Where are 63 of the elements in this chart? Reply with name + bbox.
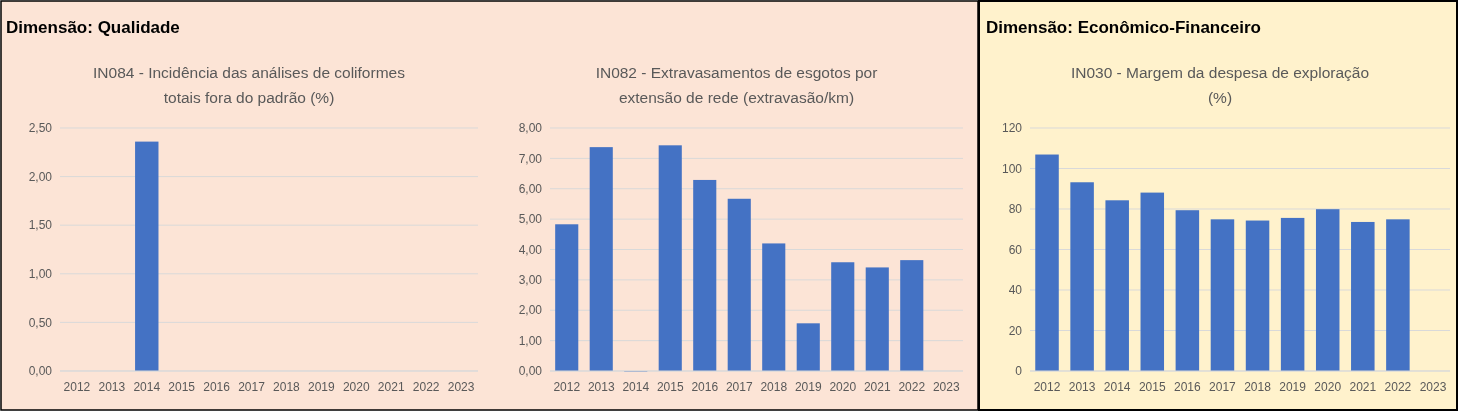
chart-title: IN030 - Margem da despesa de exploração (%): [1070, 64, 1370, 106]
x-tick-label: 2016: [691, 380, 719, 394]
text: Dimensão: Qualidade: [6, 18, 180, 37]
y-tick-label: 0,00: [28, 364, 53, 379]
x-tick-label: 2018: [1244, 380, 1272, 394]
x-tick-label: 2014: [622, 380, 650, 394]
y-tick-label: 8,00: [518, 121, 543, 136]
y-tick-label: 2,00: [518, 303, 543, 318]
x-tick-label: 2022: [412, 380, 440, 394]
y-tick-label: 0: [1015, 364, 1023, 379]
x-tick-label: 2013: [98, 380, 126, 394]
x-tick-label: 2017: [1209, 380, 1237, 394]
y-tick-label: 0,50: [28, 315, 53, 330]
x-tick-label: 2023: [1419, 380, 1447, 394]
y-tick-label: 6,00: [518, 181, 543, 196]
y-tick-label: 2,00: [28, 169, 53, 184]
x-tick-label: 2022: [1384, 380, 1412, 394]
x-tick-label: 2023: [932, 380, 960, 394]
y-tick-label: 40: [1008, 283, 1023, 298]
y-tick-label: 1,50: [28, 218, 53, 233]
x-tick-label: 2020: [1314, 380, 1342, 394]
x-tick-label: 2014: [133, 380, 161, 394]
x-tick-label: 2012: [1033, 380, 1061, 394]
x-tick-label: 2018: [760, 380, 788, 394]
y-tick-label: 0,00: [518, 364, 543, 379]
x-tick-label: 2023: [447, 380, 475, 394]
x-tick-label: 2017: [725, 380, 753, 394]
x-tick-label: 2020: [829, 380, 857, 394]
y-tick-label: 4,00: [518, 242, 543, 257]
y-tick-label: 7,00: [518, 151, 543, 166]
x-tick-label: 2015: [1138, 380, 1166, 394]
y-tick-label: 120: [1001, 121, 1023, 136]
x-tick-label: 2012: [63, 380, 91, 394]
x-tick-label: 2019: [1279, 380, 1307, 394]
chart-title: IN082 - Extravasamentos de esgotos por extensão de rede (extravasão/km): [595, 64, 878, 106]
y-tick-label: 20: [1008, 323, 1023, 338]
x-tick-label: 2021: [377, 380, 405, 394]
x-tick-label: 2017: [238, 380, 266, 394]
x-tick-label: 2022: [898, 380, 926, 394]
x-tick-label: 2020: [342, 380, 370, 394]
x-tick-label: 2016: [203, 380, 231, 394]
y-tick-label: 1,00: [28, 267, 53, 281]
x-tick-label: 2019: [794, 380, 822, 394]
y-tick-label: 1,00: [518, 333, 543, 348]
y-tick-label: 3,00: [518, 273, 543, 288]
x-tick-label: 2021: [1349, 380, 1377, 394]
x-tick-label: 2018: [273, 380, 301, 394]
y-tick-label: 60: [1008, 242, 1023, 257]
x-tick-label: 2014: [1103, 380, 1131, 394]
x-tick-label: 2016: [1174, 380, 1202, 394]
x-tick-label: 2013: [587, 380, 615, 394]
chart-title: IN084 - Incidência das análises de coliformes totais fora do padrão (%): [93, 64, 406, 106]
x-tick-label: 2013: [1068, 380, 1096, 394]
y-tick-label: 80: [1008, 202, 1023, 217]
x-tick-label: 2021: [863, 380, 891, 394]
x-tick-label: 2015: [168, 380, 196, 394]
y-tick-label: 5,00: [518, 212, 543, 227]
x-tick-label: 2019: [308, 380, 336, 394]
x-tick-label: 2012: [553, 380, 581, 394]
y-tick-label: 100: [1001, 161, 1023, 176]
text: Dimensão: Econômico-Financeiro: [986, 18, 1261, 37]
x-tick-label: 2015: [656, 380, 684, 394]
y-tick-label: 2,50: [28, 121, 53, 136]
